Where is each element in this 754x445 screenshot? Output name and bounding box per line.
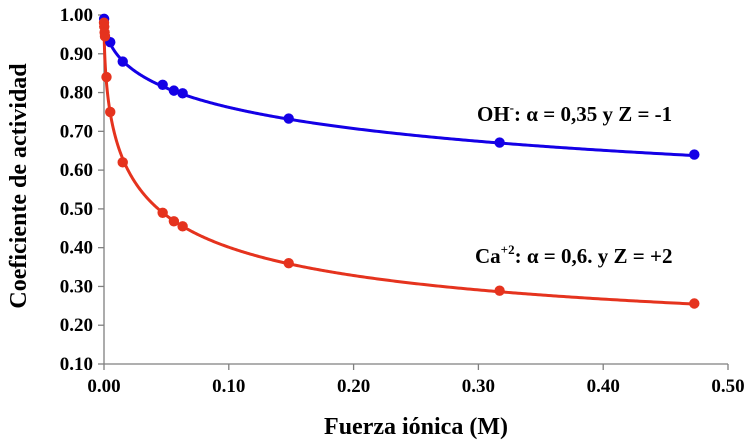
annotation-ca-rest: : α = 0,6. y Z = +2	[515, 244, 673, 268]
data-point-ca2	[494, 285, 505, 296]
x-tick-label: 0.10	[212, 376, 245, 397]
data-point-ca2	[157, 207, 168, 218]
data-point-oh	[494, 137, 505, 148]
data-point-oh	[157, 79, 168, 91]
curve-ca2	[102, 15, 695, 306]
y-tick-label: 0.60	[60, 160, 93, 181]
annotation-ca: Ca+2: α = 0,6. y Z = +2	[475, 242, 672, 268]
data-point-oh	[283, 113, 294, 124]
data-point-ca2	[168, 216, 180, 227]
data-point-oh	[117, 56, 128, 67]
annotation-ca-base: Ca	[475, 244, 501, 268]
data-point-ca2	[177, 221, 188, 232]
annotation-ca-sup: +2	[501, 242, 515, 257]
annotation-oh-rest: : α = 0,35 y Z = -1	[514, 102, 672, 126]
curve-oh	[102, 15, 695, 158]
tick-labels: 0.10 0.20 0.30 0.40 0.50 0.60 0.70 0.80 0.90 1.00…	[60, 5, 745, 397]
data-point-oh	[177, 88, 188, 99]
x-tick-label: 0.00	[87, 376, 120, 397]
axes	[98, 14, 729, 370]
annotation-oh: OH-: α = 0,35 y Z = -1	[477, 100, 672, 126]
x-tick-label: 0.20	[337, 376, 370, 397]
y-tick-label: 0.80	[60, 83, 93, 104]
data-point-ca2	[117, 157, 128, 168]
data-point-ca2	[101, 71, 112, 83]
data-points	[98, 13, 700, 309]
data-point-ca2	[689, 298, 700, 309]
y-tick-label: 0.40	[60, 238, 93, 259]
x-tick-label: 0.50	[711, 376, 744, 397]
annotation-oh-base: OH	[477, 102, 510, 126]
x-tick-label: 0.30	[462, 376, 495, 397]
x-tick-label: 0.40	[587, 376, 620, 397]
data-point-ca2	[283, 257, 294, 269]
y-tick-label: 0.30	[60, 276, 93, 297]
y-tick-label: 1.00	[60, 5, 93, 26]
annotation-oh-sup: -	[510, 100, 514, 115]
y-tick-label: 0.10	[60, 354, 93, 375]
data-point-ca2	[99, 31, 111, 42]
x-axis-title: Fuerza iónica (M)	[324, 414, 508, 440]
y-tick-label: 0.20	[60, 315, 93, 336]
y-axis-title: Coeficiente de actividad	[6, 63, 32, 309]
y-tick-label: 0.90	[60, 44, 93, 65]
y-tick-label: 0.50	[60, 199, 93, 220]
data-point-oh	[689, 149, 700, 160]
y-tick-label: 0.70	[60, 121, 93, 142]
data-point-ca2	[105, 106, 116, 118]
data-point-oh	[168, 85, 180, 96]
